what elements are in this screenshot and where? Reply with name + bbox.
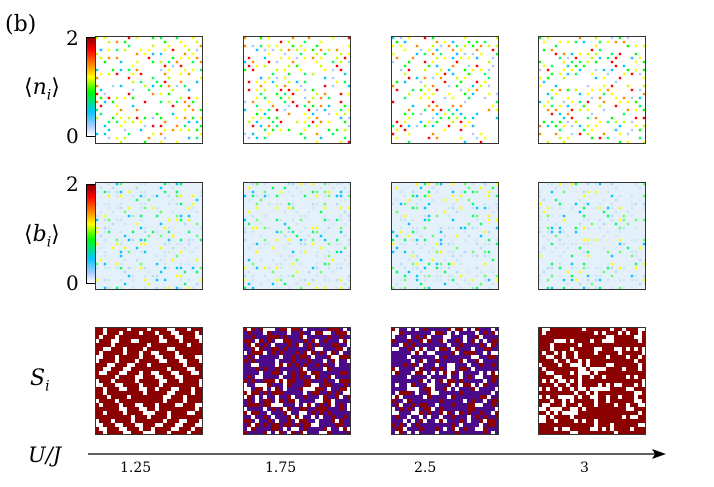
x-tick-1: 1.25 xyxy=(120,460,152,476)
heatmap-tile-r3-c3 xyxy=(391,327,499,435)
heatmap-tile-r1-c4 xyxy=(538,36,646,144)
panel-label: (b) xyxy=(5,12,37,37)
heatmap-tile-r2-c2 xyxy=(243,182,351,290)
colorbar-n-min: 0 xyxy=(66,124,79,148)
heatmap-tile-r1-c3 xyxy=(391,36,499,144)
row-label-n: ⟨ni⟩ xyxy=(24,75,60,104)
heatmap-tile-r3-c4 xyxy=(538,327,646,435)
x-axis-arrow xyxy=(88,449,666,459)
heatmap-tile-r1-c2 xyxy=(243,36,351,144)
heatmap-tile-r2-c1 xyxy=(95,182,203,290)
heatmap-tile-r3-c1 xyxy=(95,327,203,435)
heatmap-tile-r3-c2 xyxy=(243,327,351,435)
colorbar-n-max: 2 xyxy=(66,26,79,50)
row-label-s: Si xyxy=(30,366,50,395)
x-tick-2: 1.75 xyxy=(265,460,297,476)
x-tick-4: 3 xyxy=(580,460,589,476)
heatmap-tile-r2-c3 xyxy=(391,182,499,290)
x-tick-3: 2.5 xyxy=(414,460,437,476)
row-label-b: ⟨bi⟩ xyxy=(24,222,60,251)
x-axis-title: U/J xyxy=(28,443,62,467)
colorbar-b-max: 2 xyxy=(66,172,79,196)
heatmap-tile-r2-c4 xyxy=(538,182,646,290)
colorbar-b-min: 0 xyxy=(66,271,79,295)
heatmap-tile-r1-c1 xyxy=(95,36,203,144)
